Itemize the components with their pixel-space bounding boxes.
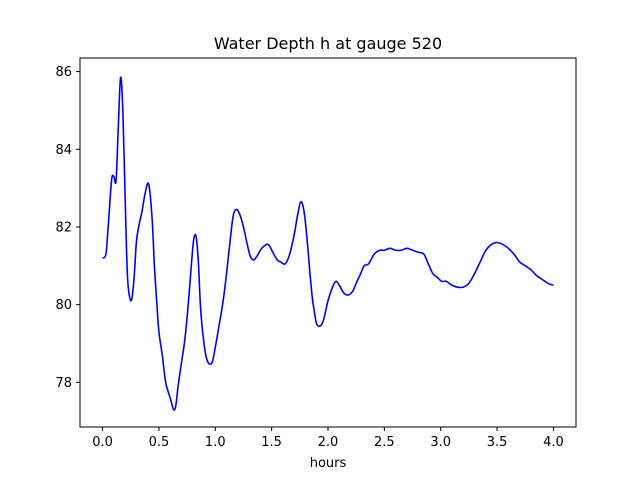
x-tick-label: 0.5	[149, 435, 170, 450]
x-tick-label: 2.0	[318, 435, 339, 450]
y-tick-label: 82	[55, 220, 72, 235]
x-tick-label: 4.0	[543, 435, 564, 450]
x-tick-label: 0.0	[92, 435, 113, 450]
x-tick-label: 1.5	[261, 435, 282, 450]
plot-frame	[79, 57, 577, 428]
x-axis-ticks: 0.0 0.5 1.0 1.5 2.0 2.5 3.0 3.5 4.0	[92, 427, 564, 450]
y-tick-label: 84	[55, 143, 72, 158]
series-line-0	[101, 76, 554, 411]
y-tick-label: 78	[55, 376, 72, 391]
y-tick-label: 86	[55, 65, 72, 80]
plot-area	[101, 76, 554, 411]
x-tick-label: 2.5	[374, 435, 395, 450]
x-tick-label: 1.0	[205, 435, 226, 450]
y-axis-ticks: 78 80 82 84 86	[55, 65, 80, 391]
chart-title: Water Depth h at gauge 520	[214, 34, 442, 53]
y-tick-label: 80	[55, 298, 72, 313]
x-axis-label: hours	[310, 456, 347, 471]
x-tick-label: 3.5	[487, 435, 508, 450]
x-tick-label: 3.0	[430, 435, 451, 450]
